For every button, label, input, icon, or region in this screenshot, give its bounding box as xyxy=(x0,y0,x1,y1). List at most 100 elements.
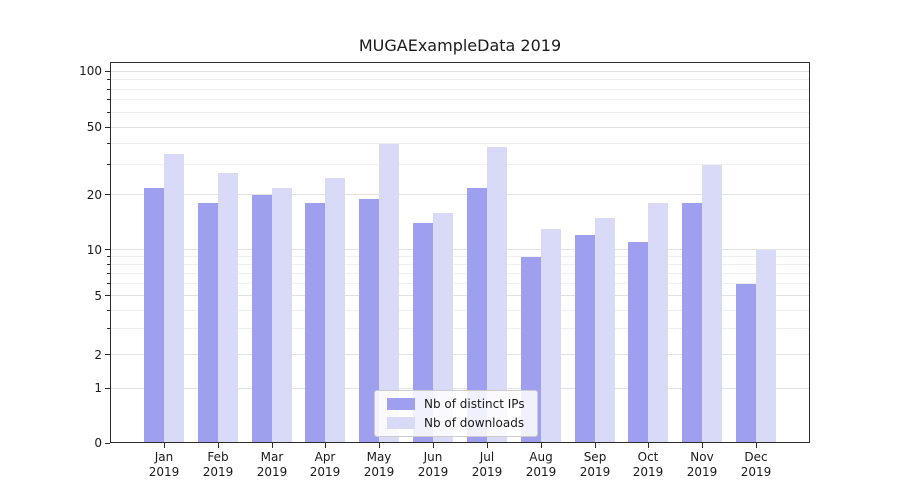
gridline-minor xyxy=(110,264,810,265)
y-tick-label: 50 xyxy=(86,120,102,135)
x-tick-mark xyxy=(595,443,596,448)
legend-swatch-distinct-ips xyxy=(387,398,415,410)
legend-swatch-downloads xyxy=(387,417,415,429)
y-tick-mark xyxy=(105,194,110,195)
x-tick-label: Apr 2019 xyxy=(309,450,341,479)
gridline-minor xyxy=(110,79,810,80)
bar-distinct-ips xyxy=(144,188,164,443)
x-tick-mark xyxy=(433,443,434,448)
y-minor-tick-mark xyxy=(107,264,110,265)
x-tick-label: Aug 2019 xyxy=(525,450,557,479)
y-tick-label: 1 xyxy=(94,381,102,396)
x-tick-label: Feb 2019 xyxy=(202,450,234,479)
gridline-minor xyxy=(110,328,810,329)
x-tick-label: Nov 2019 xyxy=(686,450,718,479)
bar-downloads xyxy=(325,178,345,443)
x-tick-label: Jul 2019 xyxy=(471,450,503,479)
legend-label-downloads: Nb of downloads xyxy=(424,416,525,430)
x-tick-mark xyxy=(164,443,165,448)
y-tick-label: 0 xyxy=(94,436,102,450)
y-tick-label: 5 xyxy=(94,288,102,303)
gridline-major xyxy=(110,71,810,72)
x-tick-mark xyxy=(702,443,703,448)
y-tick-mark xyxy=(105,295,110,296)
gridline-minor xyxy=(110,273,810,274)
gridline-major xyxy=(110,127,810,128)
x-tick-label: Sep 2019 xyxy=(579,450,611,479)
bar-distinct-ips xyxy=(628,242,648,443)
bar-distinct-ips xyxy=(198,203,218,443)
y-tick-label: 20 xyxy=(86,187,102,202)
bar-downloads xyxy=(541,229,561,443)
legend-item-distinct-ips: Nb of distinct IPs xyxy=(387,397,525,411)
y-tick-label: 10 xyxy=(86,242,102,257)
gridline-major xyxy=(110,388,810,389)
bar-downloads xyxy=(595,218,615,443)
gridline-minor xyxy=(110,310,810,311)
legend: Nb of distinct IPs Nb of downloads xyxy=(374,390,538,437)
y-tick-mark xyxy=(105,354,110,355)
bar-downloads xyxy=(648,203,668,443)
bar-downloads xyxy=(218,173,238,443)
bar-distinct-ips xyxy=(467,188,487,443)
bar-downloads xyxy=(433,213,453,443)
bar-distinct-ips xyxy=(682,203,702,443)
x-tick-mark xyxy=(648,443,649,448)
x-tick-mark xyxy=(756,443,757,448)
y-tick-mark xyxy=(105,127,110,128)
bar-downloads xyxy=(272,188,292,443)
y-minor-tick-mark xyxy=(107,328,110,329)
bar-downloads xyxy=(702,165,722,443)
x-tick-mark xyxy=(379,443,380,448)
gridline-minor xyxy=(110,256,810,257)
y-minor-tick-mark xyxy=(107,112,110,113)
y-tick-label: 100 xyxy=(79,64,102,79)
bar-distinct-ips xyxy=(305,203,325,443)
y-tick-mark xyxy=(105,388,110,389)
y-minor-tick-mark xyxy=(107,310,110,311)
gridline-major xyxy=(110,194,810,195)
y-tick-mark xyxy=(105,71,110,72)
gridline-minor xyxy=(110,112,810,113)
bar-downloads xyxy=(164,154,184,443)
x-tick-label: Dec 2019 xyxy=(740,450,772,479)
y-tick-mark xyxy=(105,443,110,444)
x-tick-mark xyxy=(487,443,488,448)
legend-item-downloads: Nb of downloads xyxy=(387,416,525,430)
y-minor-tick-mark xyxy=(107,99,110,100)
bar-downloads xyxy=(379,144,399,443)
bar-downloads xyxy=(756,250,776,443)
x-tick-mark xyxy=(541,443,542,448)
y-tick-label: 2 xyxy=(94,347,102,362)
y-minor-tick-mark xyxy=(107,164,110,165)
bar-downloads xyxy=(487,147,507,443)
y-minor-tick-mark xyxy=(107,143,110,144)
gridline-major xyxy=(110,295,810,296)
y-minor-tick-mark xyxy=(107,256,110,257)
gridline-major xyxy=(110,354,810,355)
gridline-minor xyxy=(110,164,810,165)
bar-distinct-ips xyxy=(575,235,595,443)
y-minor-tick-mark xyxy=(107,283,110,284)
x-tick-label: May 2019 xyxy=(363,450,395,479)
x-tick-label: Oct 2019 xyxy=(632,450,664,479)
y-tick-mark xyxy=(105,249,110,250)
chart-title: MUGAExampleData 2019 xyxy=(358,36,562,55)
x-tick-label: Jan 2019 xyxy=(148,450,180,479)
x-tick-mark xyxy=(325,443,326,448)
x-tick-label: Jun 2019 xyxy=(417,450,449,479)
bar-distinct-ips xyxy=(413,223,433,443)
gridline-major xyxy=(110,249,810,250)
gridline-minor xyxy=(110,143,810,144)
y-minor-tick-mark xyxy=(107,273,110,274)
x-tick-label: Mar 2019 xyxy=(256,450,288,479)
bar-distinct-ips xyxy=(359,199,379,443)
x-tick-mark xyxy=(218,443,219,448)
gridline-minor xyxy=(110,99,810,100)
legend-label-distinct-ips: Nb of distinct IPs xyxy=(424,397,525,411)
y-minor-tick-mark xyxy=(107,89,110,90)
gridline-minor xyxy=(110,283,810,284)
bar-distinct-ips xyxy=(736,284,756,443)
x-tick-mark xyxy=(272,443,273,448)
